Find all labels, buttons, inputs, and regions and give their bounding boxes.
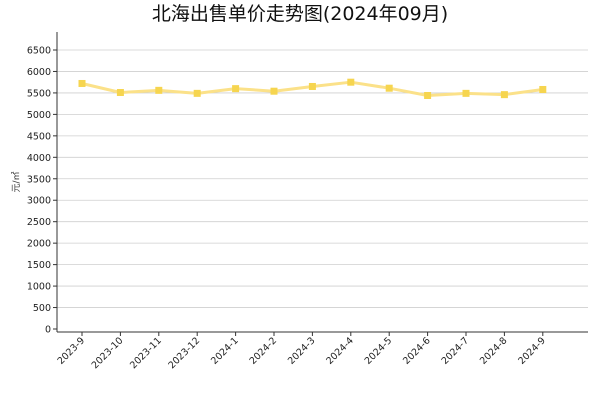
y-tick-label: 4500 [27,131,51,142]
y-axis-label: 元/㎡ [11,171,22,192]
x-tick-label: 2023-12 [166,335,202,371]
y-tick-label: 500 [33,303,51,314]
data-point [232,85,240,93]
data-point [78,79,86,87]
data-point [385,84,393,92]
data-point [539,85,547,93]
data-point [308,82,316,90]
y-tick-label: 0 [45,325,51,336]
data-point [462,89,470,97]
y-tick-label: 3000 [27,196,51,207]
data-point [500,91,508,99]
y-tick-label: 2000 [27,239,51,250]
x-tick-label: 2023-9 [56,335,88,367]
chart-title: 北海出售单价走势图(2024年09月) [152,3,448,25]
gridlines [57,49,588,308]
data-point [193,89,201,97]
x-tick-label: 2024-6 [401,335,433,367]
x-axis-ticks: 2023-9 2023-10 2023-11 2023-12 2024-1 2024-2 2… [56,332,548,371]
y-tick-label: 3500 [27,174,51,185]
y-tick-label: 2500 [27,217,51,228]
y-tick-label: 1500 [27,260,51,271]
x-tick-label: 2024-4 [324,335,356,367]
data-point [116,88,124,96]
x-tick-label: 2024-8 [478,335,510,367]
data-point [270,87,278,95]
x-tick-label: 2023-10 [90,335,126,371]
x-tick-label: 2023-11 [128,335,164,371]
axes [56,32,588,333]
data-point [347,78,355,86]
x-tick-label: 2024-7 [440,335,472,367]
data-point [424,91,432,99]
x-tick-label: 2024-1 [209,335,241,367]
data-point [155,86,163,94]
y-tick-label: 5500 [27,88,51,99]
x-tick-label: 2024-3 [286,335,318,367]
y-tick-label: 4000 [27,153,51,164]
x-tick-label: 2024-9 [516,335,548,367]
y-axis-ticks: 0 500 1000 1500 2000 2500 3000 3500 4000 4500 5000… [27,46,57,336]
y-tick-label: 5000 [27,110,51,121]
y-tick-label: 1000 [27,282,51,293]
series-group [78,78,547,99]
x-tick-label: 2024-2 [248,335,280,367]
y-tick-label: 6000 [27,67,51,78]
y-tick-label: 6500 [27,46,51,57]
x-tick-label: 2024-5 [363,335,395,367]
